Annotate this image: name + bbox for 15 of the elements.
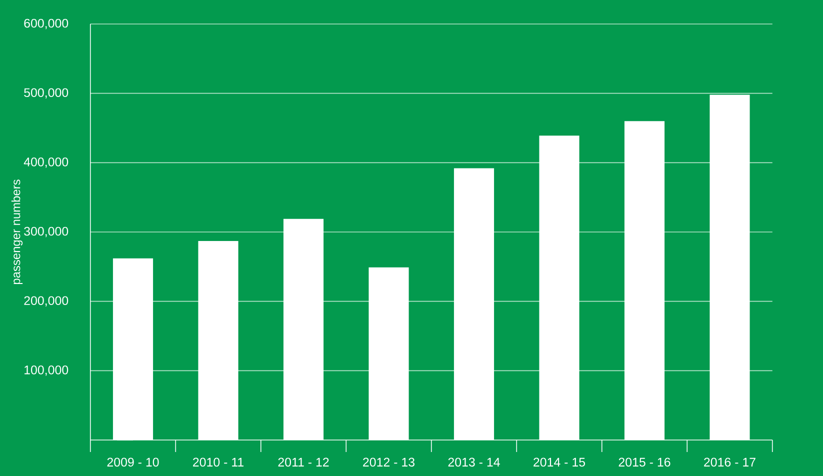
y-tick-label: 400,000: [24, 158, 68, 168]
y-tick-label: 200,000: [24, 296, 68, 306]
x-tick-label: 2013 - 14: [448, 458, 500, 467]
x-tick-label: 2015 - 16: [618, 458, 670, 467]
x-tick-label: 2016 - 17: [704, 458, 756, 467]
x-tick-label: 2012 - 13: [363, 458, 414, 467]
x-tick-label: 2011 - 12: [278, 458, 329, 467]
y-tick-label: 300,000: [24, 226, 68, 238]
y-tick-label: 600,000: [24, 18, 68, 30]
y-tick-label: 100,000: [24, 366, 68, 376]
x-tick-label: 2014 - 15: [534, 458, 586, 467]
y-axis-title: passenger numbers: [11, 180, 23, 284]
y-tick-label: 500,000: [24, 88, 68, 98]
x-tick-label: 2009 - 10: [107, 458, 159, 467]
x-tick-label: 2010 - 11: [193, 458, 244, 467]
